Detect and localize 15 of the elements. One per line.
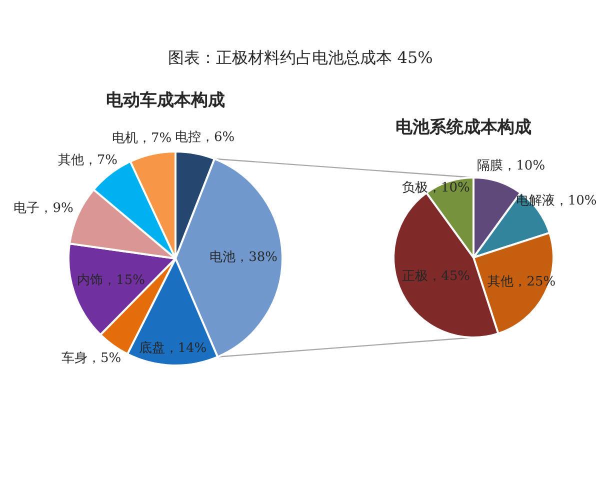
slice-label: 电解液，10% — [516, 194, 597, 208]
slice-label: 正极，45% — [402, 269, 470, 284]
chart-subtitle: 电动车成本构成 — [106, 90, 225, 110]
slice-label: 其他，7% — [58, 153, 118, 168]
slice-label: 隔膜，10% — [477, 158, 546, 174]
slice-label: 电子，9% — [14, 200, 74, 216]
slice-label: 底盘，14% — [138, 341, 207, 356]
chart-title: 图表：正极材料约占电池总成本 45% — [168, 48, 433, 67]
slice-label: 负极，10% — [402, 180, 470, 196]
slice-label: 电池，38% — [210, 250, 278, 265]
chart-title: 电池系统成本构成 — [396, 118, 532, 138]
slice-label: 电控，6% — [174, 130, 235, 146]
slice-label: 内饰，15% — [77, 272, 145, 288]
slice-label: 电机，7% — [112, 130, 172, 146]
slice-label: 车身，5% — [61, 351, 122, 366]
